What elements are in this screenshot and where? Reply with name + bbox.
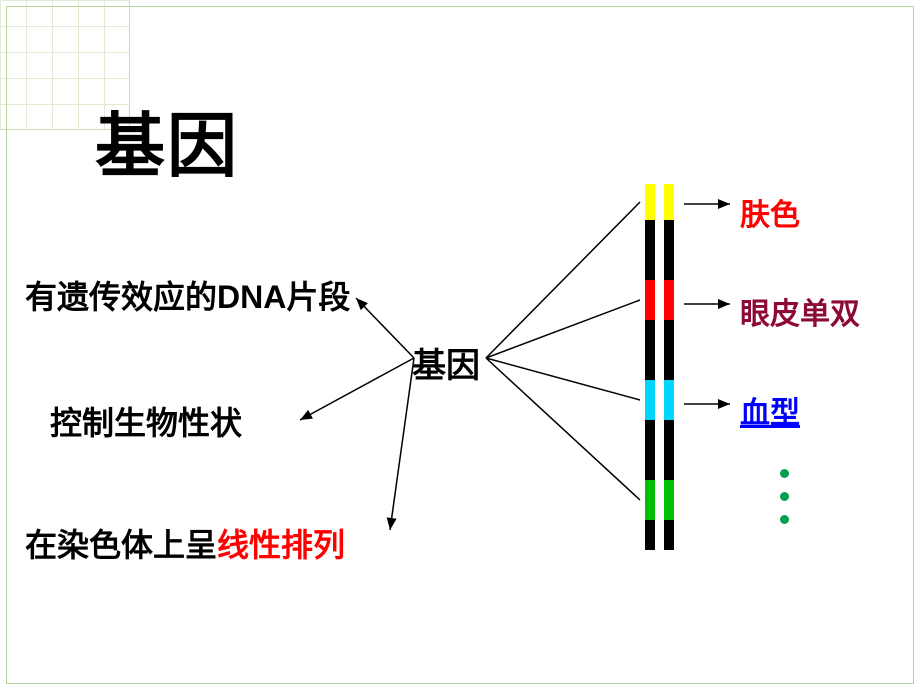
slide: 基因 基因 有遗传效应的DNA片段 控制生物性状 在染色体上呈线性排列 肤色 眼… <box>0 0 920 690</box>
chromosome-diagram <box>0 0 920 690</box>
